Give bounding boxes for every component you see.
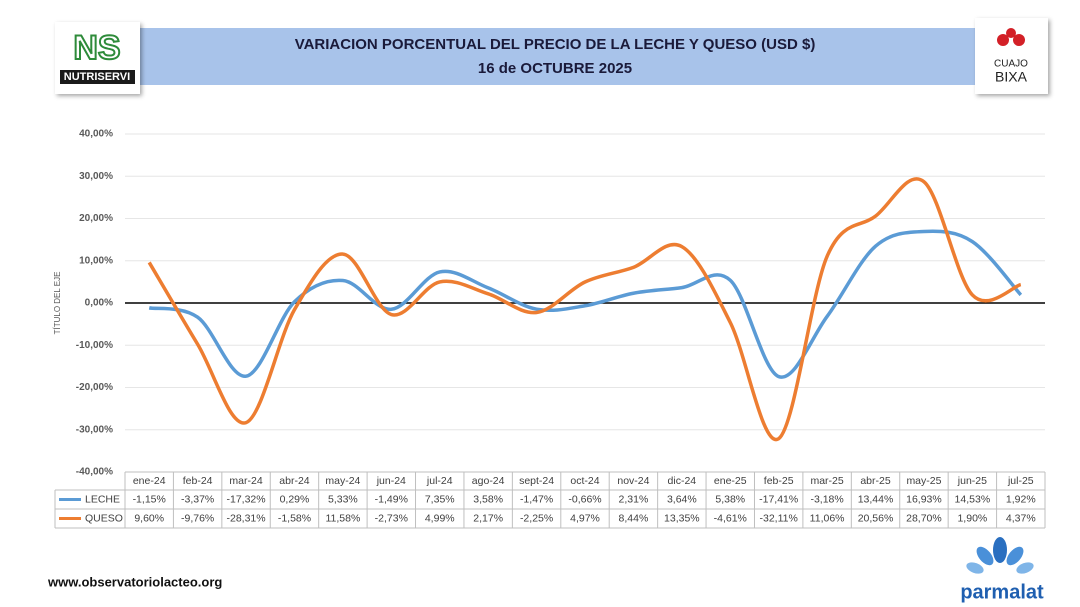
- logo-name: NUTRISERVI: [64, 71, 130, 83]
- x-tick-label: abr-24: [279, 475, 310, 487]
- data-label: -3,18%: [810, 493, 843, 505]
- data-label: 4,97%: [570, 512, 600, 524]
- data-label: 2,31%: [619, 493, 649, 505]
- x-tick-label: feb-25: [764, 475, 794, 487]
- data-label: 4,99%: [425, 512, 455, 524]
- data-label: 7,35%: [425, 493, 455, 505]
- y-tick-label: 40,00%: [79, 129, 113, 140]
- x-tick-label: may-25: [906, 475, 941, 487]
- x-tick-label: abr-25: [860, 475, 891, 487]
- data-label: -3,37%: [181, 493, 214, 505]
- x-tick-label: jul-25: [1007, 475, 1034, 487]
- logo-text: CUAJO: [994, 59, 1028, 70]
- x-tick-label: ago-24: [472, 475, 505, 487]
- series-line: [148, 229, 1023, 379]
- data-label: 3,58%: [473, 493, 503, 505]
- data-label: -32,11%: [760, 512, 798, 524]
- data-label: 1,92%: [1006, 493, 1036, 505]
- data-label: 4,37%: [1006, 512, 1036, 524]
- series-line: [147, 177, 1022, 442]
- x-tick-label: mar-25: [810, 475, 843, 487]
- petal: [1016, 562, 1034, 574]
- y-tick-label: 10,00%: [79, 255, 113, 266]
- legend-label: QUESO: [85, 512, 123, 524]
- data-label: 28,70%: [906, 512, 942, 524]
- data-label: 8,44%: [619, 512, 649, 524]
- petal: [976, 546, 994, 566]
- petal: [1006, 546, 1024, 566]
- y-tick-label: 0,00%: [85, 298, 113, 309]
- y-tick-label: 20,00%: [79, 213, 113, 224]
- data-label: -1,58%: [278, 512, 311, 524]
- x-tick-label: jun-25: [957, 475, 987, 487]
- logo-right: CUAJO BIXA: [975, 18, 1048, 94]
- data-label: 0,29%: [280, 493, 310, 505]
- data-label: 5,33%: [328, 493, 358, 505]
- petal: [966, 562, 984, 574]
- logo-icon: [1006, 28, 1016, 38]
- data-label: -9,76%: [181, 512, 214, 524]
- title-banner: [140, 28, 975, 85]
- x-tick-label: jun-24: [376, 475, 406, 487]
- x-tick-label: ene-25: [714, 475, 747, 487]
- chart-title: VARIACION PORCENTUAL DEL PRECIO DE LA LE…: [295, 36, 816, 53]
- logo-icon: [997, 34, 1009, 46]
- data-label: -2,73%: [375, 512, 408, 524]
- logo-icon: [1013, 34, 1025, 46]
- data-label: 16,93%: [906, 493, 942, 505]
- data-label: 3,64%: [667, 493, 697, 505]
- x-tick-label: dic-24: [668, 475, 697, 487]
- logo-left: NS NUTRISERVI: [55, 22, 140, 94]
- y-tick-label: -20,00%: [76, 382, 113, 393]
- y-axis-title: TÍTULO DEL EJE: [53, 272, 62, 335]
- x-tick-label: mar-24: [229, 475, 262, 487]
- data-label: -2,25%: [520, 512, 553, 524]
- data-label: 13,35%: [664, 512, 700, 524]
- x-tick-label: sept-24: [519, 475, 554, 487]
- x-tick-label: ene-24: [133, 475, 166, 487]
- x-tick-label: nov-24: [617, 475, 649, 487]
- data-label: 20,56%: [858, 512, 894, 524]
- data-label: -4,61%: [714, 512, 747, 524]
- x-tick-label: feb-24: [183, 475, 213, 487]
- data-label: -1,15%: [133, 493, 166, 505]
- logo-bar: [60, 70, 135, 84]
- data-label: -28,31%: [226, 512, 265, 524]
- x-tick-label: jul-24: [426, 475, 453, 487]
- website: www.observatoriolacteo.org: [47, 574, 222, 589]
- y-tick-label: -30,00%: [76, 424, 113, 435]
- data-label: 11,58%: [325, 512, 360, 524]
- petal: [993, 537, 1007, 563]
- data-label: 2,17%: [473, 512, 503, 524]
- chart-subtitle: 16 de OCTUBRE 2025: [478, 60, 632, 77]
- data-label: 14,53%: [955, 493, 991, 505]
- data-label: -1,47%: [520, 493, 553, 505]
- parmalat-logo: parmalat: [960, 537, 1044, 603]
- data-label: 1,90%: [957, 512, 987, 524]
- data-label: -17,41%: [759, 493, 798, 505]
- y-tick-label: -40,00%: [76, 467, 113, 478]
- data-label: -17,32%: [226, 493, 265, 505]
- logo-mark: NS: [73, 29, 120, 67]
- data-label: 5,38%: [715, 493, 745, 505]
- y-tick-label: 30,00%: [79, 171, 113, 182]
- legend-label: LECHE: [85, 493, 120, 505]
- x-tick-label: oct-24: [570, 475, 599, 487]
- data-label: 11,06%: [810, 512, 845, 524]
- x-tick-label: may-24: [325, 475, 360, 487]
- data-label: -0,66%: [568, 493, 601, 505]
- data-label: 9,60%: [134, 512, 164, 524]
- logo-text: BIXA: [995, 69, 1028, 85]
- data-label: 13,44%: [858, 493, 894, 505]
- data-label: -1,49%: [375, 493, 408, 505]
- y-tick-label: -10,00%: [76, 340, 113, 351]
- logo-text: parmalat: [960, 581, 1044, 603]
